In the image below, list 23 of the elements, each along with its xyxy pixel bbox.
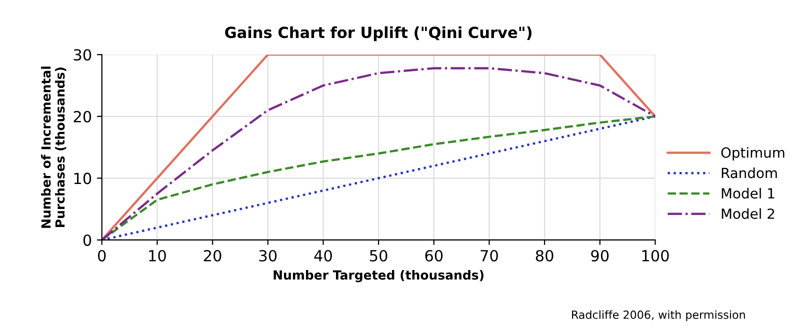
x-tick-label: 90 <box>591 250 609 262</box>
y-tick-label: 30 <box>74 49 92 61</box>
y-axis-title: Number of Incremental Purchases (thousands) <box>41 66 66 228</box>
x-tick-label: 40 <box>314 250 332 262</box>
x-tick-label: 10 <box>149 250 166 262</box>
x-tick-label: 50 <box>370 250 388 262</box>
chart-title: Gains Chart for Uplift ("Qini Curve") <box>225 26 532 42</box>
y-tick-label: 20 <box>74 110 92 122</box>
x-tick-label: 70 <box>480 250 498 262</box>
x-tick-label: 80 <box>536 250 554 262</box>
legend-label: Random <box>722 167 777 178</box>
text: Radcliffe 2006, with permission <box>572 310 745 322</box>
y-tick-label: 10 <box>74 172 92 184</box>
legend-label: Optimum <box>721 147 784 161</box>
x-axis-title: Number Targeted (thousands) <box>274 270 484 282</box>
x-tick-label: 0 <box>98 250 106 262</box>
x-tick-label: 100 <box>642 250 669 262</box>
x-tick-label: 20 <box>204 250 222 262</box>
x-tick-label: 30 <box>259 250 277 262</box>
legend-label: Model 2 <box>722 208 774 219</box>
y-tick-label: 0 <box>83 234 92 246</box>
legend-label: Model 1 <box>722 188 774 199</box>
x-tick-label: 60 <box>425 250 443 262</box>
